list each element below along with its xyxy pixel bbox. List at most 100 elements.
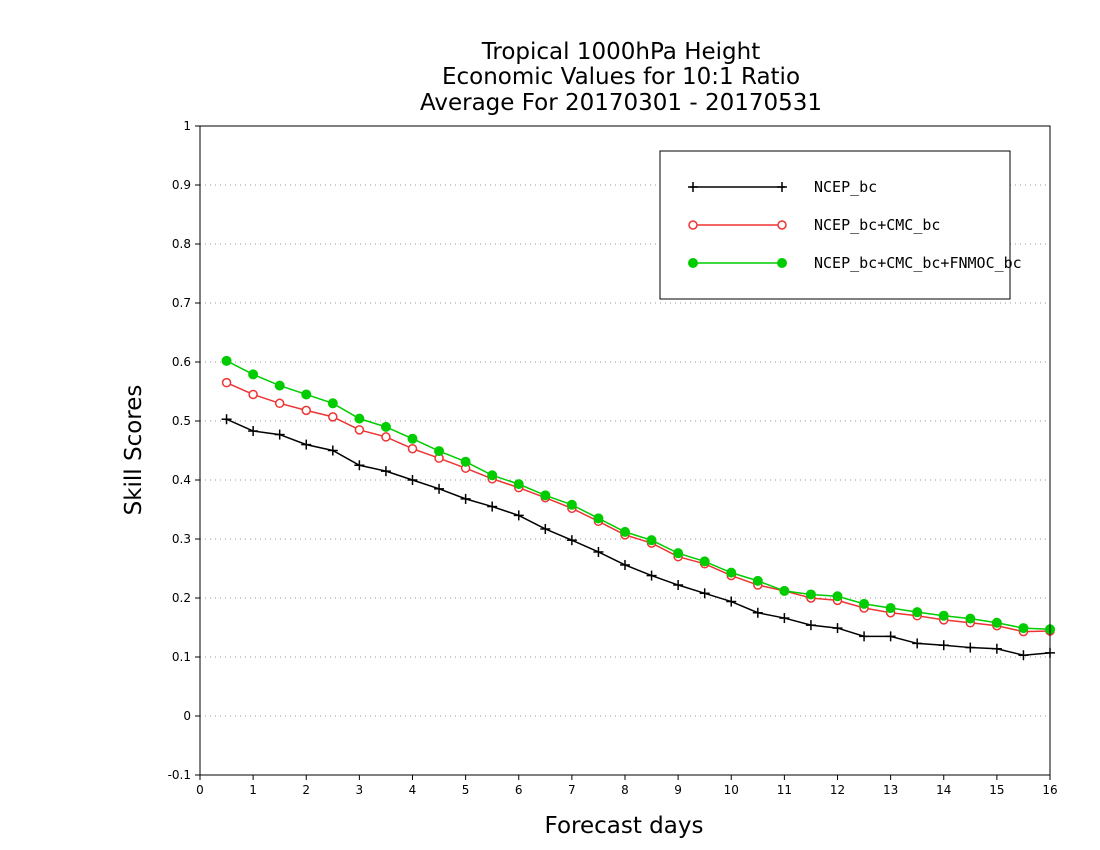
data-point [354, 460, 365, 471]
data-point [699, 556, 710, 567]
y-tick-label: 0.7 [172, 296, 191, 310]
x-tick-label: 13 [883, 783, 898, 797]
data-point [938, 640, 949, 651]
data-point [328, 412, 338, 422]
data-point [513, 479, 524, 490]
data-point [301, 389, 312, 400]
y-tick-label: 0.1 [172, 650, 191, 664]
data-point [460, 493, 471, 504]
data-point [407, 443, 418, 454]
x-tick-label: 7 [568, 783, 576, 797]
data-point [1018, 623, 1029, 634]
data-point [991, 617, 1002, 628]
x-axis-title: Forecast days [545, 813, 704, 839]
title-line-1: Tropical 1000hPa Height [481, 39, 761, 65]
x-tick-label: 5 [462, 783, 470, 797]
data-point [832, 591, 843, 602]
data-point [434, 446, 445, 457]
x-tick-label: 12 [830, 783, 845, 797]
legend-label: NCEP_bc [814, 178, 877, 196]
legend-entry: NCEP_bc [688, 178, 877, 196]
data-point [407, 433, 418, 444]
legend-label: NCEP_bc+CMC_bc [814, 216, 940, 234]
data-point [274, 398, 285, 409]
data-point [248, 389, 258, 400]
data-point [620, 526, 630, 537]
data-point [327, 445, 338, 456]
y-tick-label: 0.8 [172, 237, 191, 251]
data-point [752, 607, 763, 618]
series-line [226, 360, 1051, 631]
data-point [885, 631, 896, 642]
title-line-3: Average For 20170301 - 20170531 [420, 90, 822, 116]
y-tick-label: 0.3 [172, 532, 191, 546]
data-point [460, 456, 471, 467]
data-point [274, 429, 285, 440]
data-point [380, 466, 391, 477]
y-tick-label: 0.5 [172, 414, 191, 428]
y-tick-label: 0.9 [172, 178, 191, 192]
x-tick-label: 14 [936, 783, 951, 797]
data-point [566, 535, 577, 546]
legend: NCEP_bc NCEP_bc+CMC_bc NCEP_bc+CMC_bc+FNMO… [659, 150, 1022, 300]
data-point [248, 426, 259, 437]
title-line-2: Economic Values for 10:1 Ratio [442, 64, 800, 90]
data-point [965, 642, 976, 653]
series-1 [221, 414, 1055, 661]
x-tick-label: 4 [409, 783, 417, 797]
data-point [912, 607, 923, 618]
data-point [248, 369, 259, 380]
data-point [1018, 650, 1029, 661]
x-tick-label: 8 [621, 783, 629, 797]
data-point [221, 377, 232, 388]
series-group [221, 355, 1055, 661]
x-tick-label: 6 [515, 783, 523, 797]
series-line [226, 381, 1051, 633]
data-point [912, 638, 923, 649]
x-axis-ticks: 0 1 2 3 4 5 6 7 8 9 10 11 12 13 14 15 16 [196, 775, 1058, 797]
data-point [434, 483, 445, 494]
data-point [646, 570, 657, 581]
data-point [938, 610, 949, 621]
data-point [699, 588, 710, 599]
series-line [226, 418, 1051, 656]
legend-marker [688, 220, 698, 230]
data-point [726, 567, 737, 578]
data-point [805, 620, 816, 631]
legend-marker [777, 220, 787, 230]
data-point [832, 623, 843, 634]
x-tick-label: 9 [674, 783, 682, 797]
data-point [540, 490, 551, 501]
data-point [885, 603, 896, 614]
data-point [380, 421, 391, 432]
x-tick-label: 2 [302, 783, 310, 797]
chart-title: Tropical 1000hPa Height Economic Values … [420, 39, 822, 116]
data-point [301, 405, 311, 416]
data-point [991, 643, 1002, 654]
legend-entry: NCEP_bc+CMC_bc+FNMOC_bc [688, 254, 1022, 272]
data-point [593, 546, 604, 557]
data-point [354, 413, 365, 424]
legend-label: NCEP_bc+CMC_bc+FNMOC_bc [814, 254, 1022, 272]
data-point [859, 598, 870, 609]
y-tick-label: -0.1 [168, 768, 191, 782]
data-point [513, 510, 524, 521]
x-tick-label: 11 [777, 783, 792, 797]
data-point [221, 414, 232, 425]
y-tick-label: 0.6 [172, 355, 191, 369]
series-3 [221, 355, 1055, 635]
x-tick-label: 16 [1042, 783, 1057, 797]
data-point [726, 596, 737, 607]
series-2 [221, 377, 1055, 637]
legend-marker [688, 182, 698, 192]
legend-marker [777, 258, 787, 268]
y-tick-label: 0.2 [172, 591, 191, 605]
data-point [646, 535, 657, 546]
data-point [593, 513, 604, 524]
data-point [327, 398, 338, 409]
data-point [540, 523, 551, 534]
x-tick-label: 1 [249, 783, 257, 797]
y-axis-ticks: -0.1 0 0.1 0.2 0.3 0.4 0.5 0.6 0.7 0.8 0.9 1 [168, 119, 200, 782]
x-tick-label: 3 [356, 783, 364, 797]
